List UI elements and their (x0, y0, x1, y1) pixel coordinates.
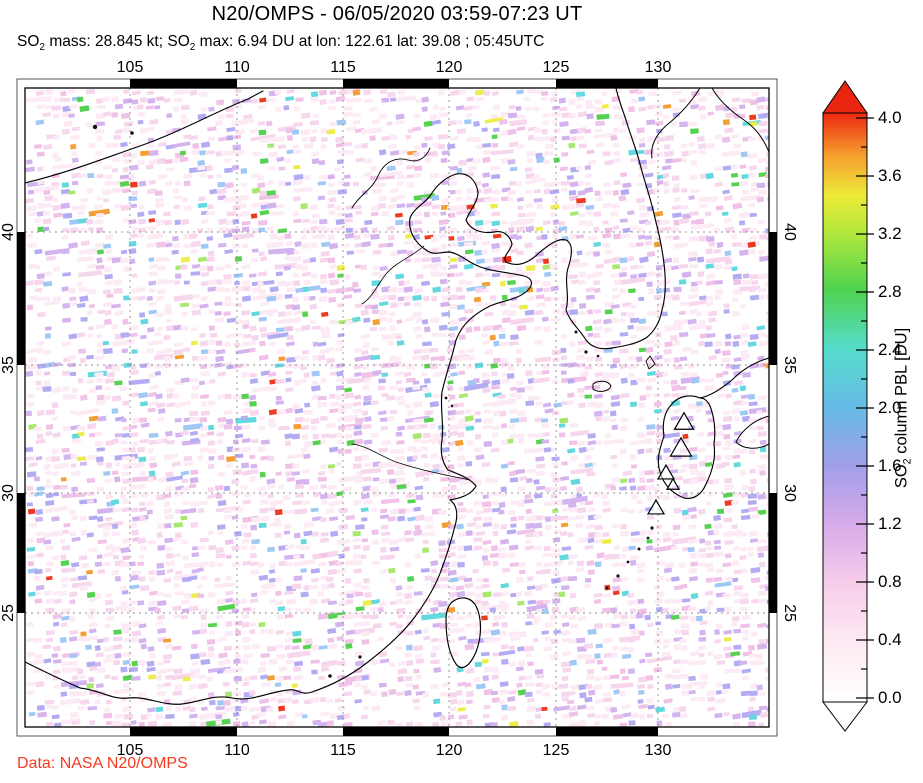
so2-text: SO (17, 33, 40, 50)
volcano-triangle-icon (673, 411, 695, 430)
colorbar (821, 80, 874, 732)
coastlines-layer (25, 88, 769, 705)
colorbar-tick-label: 3.6 (878, 166, 902, 185)
figure-title: N20/OMPS - 06/05/2020 03:59-07:23 UT (211, 3, 583, 25)
lon-tick-label-bottom: 110 (224, 742, 250, 759)
colorbar-tick-label: 1.6 (878, 456, 902, 475)
colorbar-over-range-arrow (822, 80, 868, 114)
island-dot (650, 526, 654, 530)
volcano-triangle-icon (669, 436, 693, 457)
lon-tick-label-bottom: 115 (330, 742, 356, 759)
subscript-2: 2 (901, 458, 914, 465)
zebra-segment (769, 493, 777, 613)
lat-tick-label-right: 25 (781, 604, 798, 622)
island-dot (626, 560, 630, 564)
lon-tick-label-top: 125 (542, 59, 570, 76)
zebra-segment (17, 493, 25, 613)
volcano-triangle-icon (646, 498, 666, 515)
island-dot (646, 536, 650, 540)
lon-tick-label-top: 115 (330, 59, 356, 76)
lat-tick-label-right: 30 (781, 484, 798, 502)
island-dot (596, 354, 600, 358)
lon-tick-label-top: 110 (224, 59, 250, 76)
subscript-2: 2 (39, 41, 46, 53)
colorbar-tick-label: 2.8 (878, 282, 902, 301)
island-dot (605, 586, 609, 590)
so2-text: SO (892, 464, 911, 489)
lon-tick-label-bottom: 120 (435, 742, 463, 759)
colorbar-axis-title: SO2 column PBL [DU] (892, 327, 914, 489)
lon-tick-label-top: 105 (116, 59, 144, 76)
island-dot (328, 674, 332, 678)
volcano-markers (646, 411, 695, 515)
graticule (25, 88, 769, 727)
colorbar-tick-label: 3.2 (878, 224, 902, 243)
colorbar-ticks (856, 117, 874, 699)
lon-tick-label-bottom: 130 (644, 742, 672, 759)
zebra-segment (343, 79, 449, 88)
zebra-segment (343, 727, 449, 736)
lat-tick-label-left: 25 (0, 604, 17, 622)
colorbar-units-text: column PBL [DU] (892, 327, 911, 459)
zebra-segment (130, 79, 237, 88)
colorbar-tick-label: 0.4 (878, 630, 902, 649)
lat-tick-label-right: 40 (781, 223, 798, 241)
lon-tick-label-top: 130 (644, 59, 672, 76)
zebra-segment (769, 232, 777, 365)
island-dot (574, 330, 578, 334)
mass-text: mass: 28.845 kt; (45, 33, 168, 50)
lat-tick-label-left: 40 (0, 223, 17, 241)
colorbar-under-range-arrow (821, 701, 869, 732)
colorbar-tick-label: 0.0 (878, 688, 902, 707)
volcano-triangle-icon (656, 463, 676, 480)
island-dot (450, 404, 454, 408)
island-dot (444, 396, 448, 400)
colorbar-tick-label: 0.8 (878, 572, 902, 591)
data-credit: Data: NASA N20/OMPS (17, 755, 188, 772)
island-dot (584, 350, 588, 354)
colorbar-tick-label: 4.0 (878, 108, 902, 127)
lat-tick-label-right: 35 (781, 356, 798, 374)
subscript-2: 2 (189, 41, 196, 53)
island-dot (92, 124, 98, 130)
island-dot (130, 131, 134, 135)
zebra-segment (130, 727, 237, 736)
colorbar-tick-label: 2.4 (878, 340, 902, 359)
island-dot (358, 655, 362, 659)
figure-subtitle: SO2 mass: 28.845 kt; SO2 max: 6.94 DU at… (17, 33, 545, 53)
lon-tick-label-top: 120 (435, 59, 463, 76)
island-dot (637, 547, 641, 551)
colorbar-tick-label: 2.0 (878, 398, 902, 417)
zebra-border (17, 79, 777, 736)
max-text: max: 6.94 DU at lon: 122.61 lat: 39.08 ;… (195, 33, 545, 50)
colorbar-tick-label: 1.2 (878, 514, 902, 533)
lat-tick-label-left: 35 (0, 356, 17, 374)
lon-tick-label-bottom: 125 (542, 742, 570, 759)
volcano-triangle-icon (665, 477, 681, 490)
lat-tick-label-left: 30 (0, 484, 17, 502)
so2-text: SO (167, 33, 190, 50)
lon-tick-label-bottom: 105 (116, 742, 144, 759)
map-border (24, 87, 770, 728)
so2-pixel-field (25, 88, 769, 727)
zebra-segment (556, 79, 658, 88)
zebra-segment (17, 232, 25, 365)
zebra-segment (556, 727, 658, 736)
island-dot (616, 574, 620, 578)
